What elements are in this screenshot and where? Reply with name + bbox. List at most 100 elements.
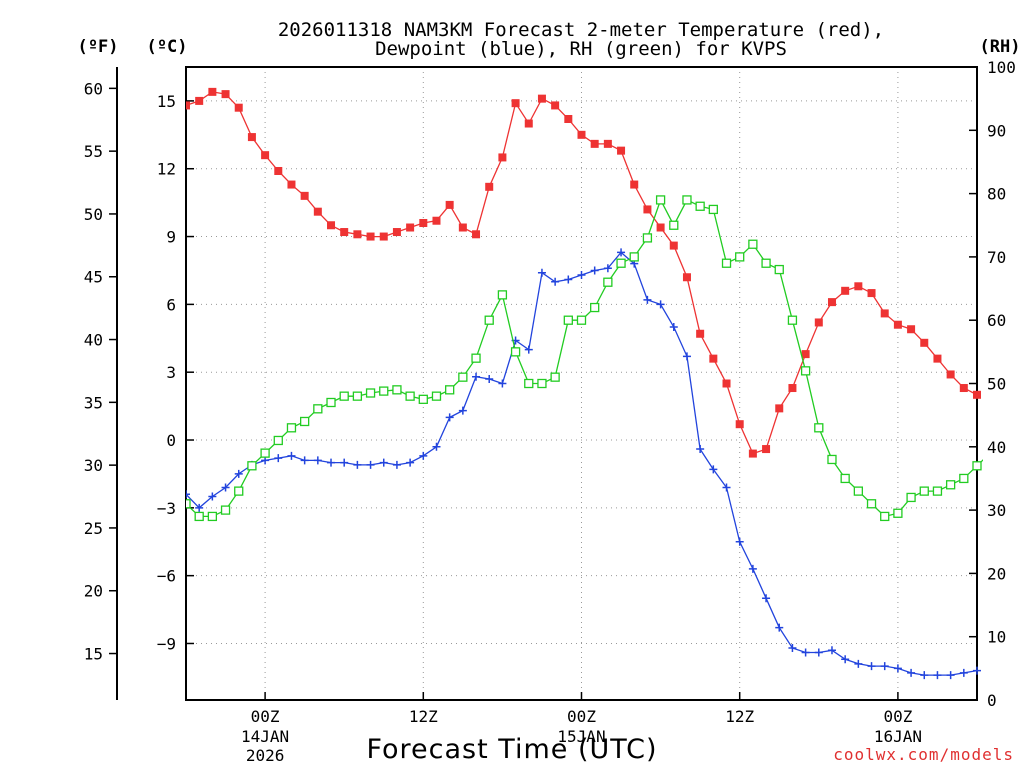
credit-text: coolwx.com/models bbox=[833, 745, 1014, 764]
relative-humidity-point bbox=[445, 385, 455, 395]
relative-humidity-point bbox=[919, 486, 929, 496]
dewpoint-point bbox=[472, 372, 481, 381]
dewpoint-point bbox=[696, 445, 705, 454]
dewpoint-point bbox=[537, 268, 546, 277]
tick-labels: 15129630−3−6−960555045403530252015100908… bbox=[84, 58, 1016, 765]
relative-humidity-point bbox=[814, 423, 824, 433]
relative-humidity-point bbox=[721, 258, 732, 268]
2-meter-temperature-point bbox=[406, 223, 415, 232]
series-clip-group bbox=[186, 87, 983, 680]
dewpoint-point bbox=[643, 295, 652, 304]
2-meter-temperature-point bbox=[788, 384, 797, 393]
x-axis-label: Forecast Time (UTC) bbox=[366, 734, 657, 765]
dewpoint-point bbox=[656, 300, 665, 309]
dewpoint-point bbox=[748, 564, 757, 573]
relative-humidity-point bbox=[484, 315, 494, 325]
2-meter-temperature-point bbox=[327, 221, 336, 230]
celsius-tick-label: −9 bbox=[157, 634, 176, 653]
relative-humidity-point bbox=[537, 378, 547, 389]
relative-humidity-point bbox=[458, 372, 468, 382]
dewpoint-point bbox=[392, 460, 401, 469]
dewpoint-point bbox=[907, 668, 916, 677]
celsius-tick-label: 15 bbox=[157, 92, 176, 111]
relative-humidity-point bbox=[616, 258, 626, 268]
relative-humidity-point bbox=[234, 486, 244, 496]
rh-tick-label: 20 bbox=[987, 564, 1006, 583]
relative-humidity-point bbox=[392, 385, 402, 395]
dewpoint-point bbox=[485, 374, 494, 383]
relative-humidity-point bbox=[207, 511, 218, 522]
rh-unit-label: (RH) bbox=[980, 37, 1021, 57]
relative-humidity-point bbox=[247, 461, 257, 471]
relative-humidity-point bbox=[550, 372, 560, 382]
2-meter-temperature-point bbox=[186, 101, 190, 110]
relative-humidity-point bbox=[220, 505, 231, 515]
2-meter-temperature-point bbox=[511, 99, 520, 108]
dewpoint-point bbox=[432, 442, 441, 451]
dewpoint-point bbox=[300, 456, 309, 465]
2-meter-temperature-point bbox=[195, 96, 204, 105]
dewpoint-point bbox=[682, 352, 691, 361]
celsius-tick-label: 3 bbox=[166, 363, 176, 382]
fahrenheit-tick-label: 45 bbox=[84, 268, 103, 287]
2-meter-temperature-point bbox=[274, 166, 283, 175]
relative-humidity-point bbox=[313, 404, 323, 414]
2-meter-temperature-point bbox=[590, 139, 599, 148]
fahrenheit-tick-label: 35 bbox=[84, 393, 103, 412]
2-meter-temperature-point bbox=[445, 200, 454, 209]
relative-humidity-point bbox=[497, 290, 508, 300]
dewpoint-point bbox=[617, 248, 626, 257]
x-tick-label: 00Z bbox=[251, 707, 280, 726]
celsius-tick-label: 6 bbox=[166, 295, 176, 314]
x-tick-year: 2026 bbox=[246, 746, 285, 765]
dewpoint-point bbox=[524, 345, 533, 354]
fahrenheit-tick-label: 50 bbox=[84, 205, 103, 224]
relative-humidity-point bbox=[853, 486, 863, 496]
fahrenheit-unit-label: (ºF) bbox=[78, 37, 119, 57]
2-meter-temperature-point bbox=[432, 216, 441, 225]
relative-humidity-point bbox=[787, 315, 798, 325]
dewpoint-point bbox=[327, 458, 336, 467]
dewpoint-point bbox=[234, 469, 243, 478]
x-tick-date: 16JAN bbox=[874, 727, 922, 746]
rh-tick-label: 90 bbox=[987, 121, 1006, 140]
relative-humidity-point bbox=[260, 448, 270, 458]
rh-tick-label: 0 bbox=[987, 691, 997, 710]
relative-humidity-point bbox=[339, 391, 349, 401]
dewpoint-point bbox=[353, 460, 362, 469]
celsius-tick-label: 12 bbox=[157, 160, 176, 179]
celsius-tick-label: −6 bbox=[157, 567, 176, 586]
axes bbox=[109, 66, 978, 701]
dewpoint-point bbox=[722, 483, 731, 492]
relative-humidity-point bbox=[379, 386, 389, 396]
dewpoint-point bbox=[867, 662, 876, 671]
relative-humidity-point bbox=[194, 511, 204, 522]
relative-humidity-point bbox=[695, 201, 705, 211]
2-meter-temperature-point bbox=[762, 445, 771, 454]
relative-humidity-point bbox=[326, 397, 336, 408]
dewpoint-point bbox=[445, 413, 454, 422]
grid-lines bbox=[186, 67, 977, 700]
fahrenheit-tick-label: 25 bbox=[84, 519, 103, 538]
dewpoint-point bbox=[959, 668, 968, 677]
2-meter-temperature-point bbox=[709, 354, 718, 363]
chart-title-line1: 2026011318 NAM3KM Forecast 2-meter Tempe… bbox=[278, 19, 884, 41]
relative-humidity-point bbox=[866, 499, 877, 509]
dewpoint-point bbox=[366, 460, 375, 469]
dewpoint-point bbox=[313, 456, 322, 465]
dewpoint-point bbox=[788, 644, 797, 653]
2-meter-temperature-point bbox=[893, 320, 902, 329]
2-meter-temperature-point bbox=[472, 230, 481, 239]
2-meter-temperature-point bbox=[880, 309, 889, 318]
celsius-tick-label: 0 bbox=[166, 431, 176, 450]
2-meter-temperature-point bbox=[458, 223, 467, 232]
relative-humidity-point bbox=[365, 388, 376, 398]
dewpoint-point bbox=[709, 465, 718, 474]
relative-humidity-point bbox=[405, 391, 415, 401]
2-meter-temperature-point bbox=[300, 191, 309, 200]
2-meter-temperature-point bbox=[564, 114, 573, 123]
dewpoint-point bbox=[406, 458, 415, 467]
relative-humidity-point bbox=[708, 204, 718, 215]
dewpoint-point bbox=[419, 451, 428, 460]
